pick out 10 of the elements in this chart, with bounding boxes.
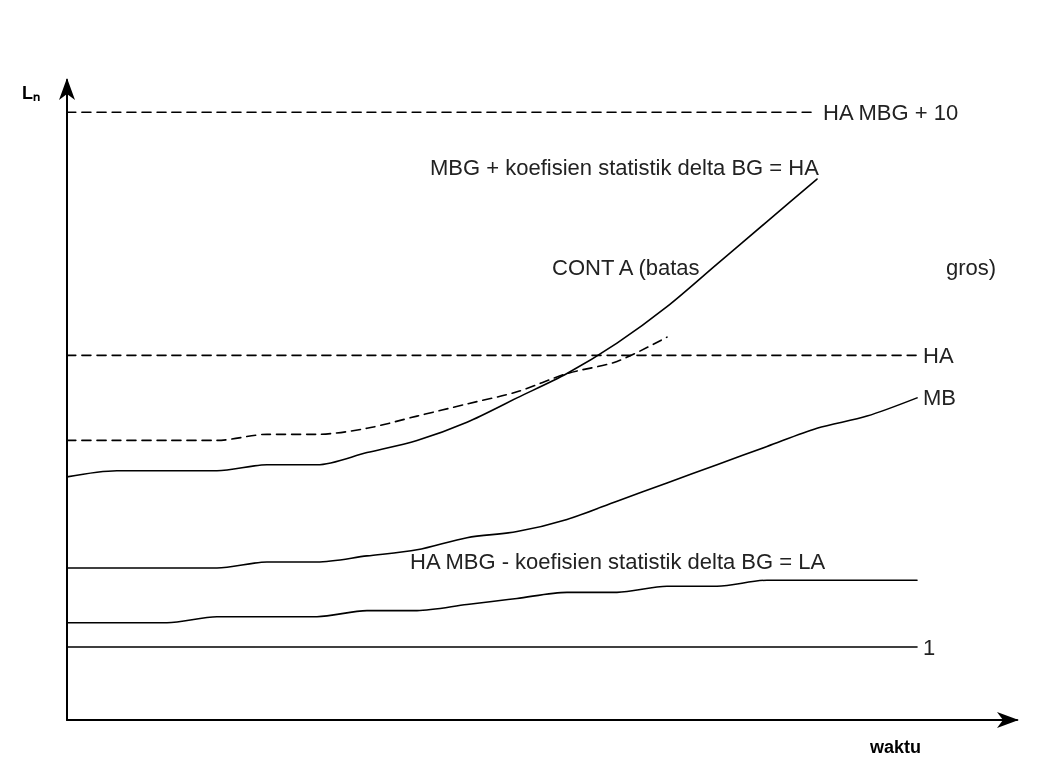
annotation: MBG + koefisien statistik delta BG = HA [430,154,820,180]
series-label: HA [923,342,954,368]
annotation: HA MBG - koefisien statistik delta BG = LA [410,548,826,574]
series-label: HA MBG + 10 [823,99,959,125]
y-axis-title: Lₙ [22,83,40,103]
annotation: CONT A (batas [552,254,700,280]
annotation: gros) [946,254,997,280]
series-label: 1 [923,634,936,660]
series-label: MB [923,385,956,411]
x-axis-title: waktu [869,737,922,757]
